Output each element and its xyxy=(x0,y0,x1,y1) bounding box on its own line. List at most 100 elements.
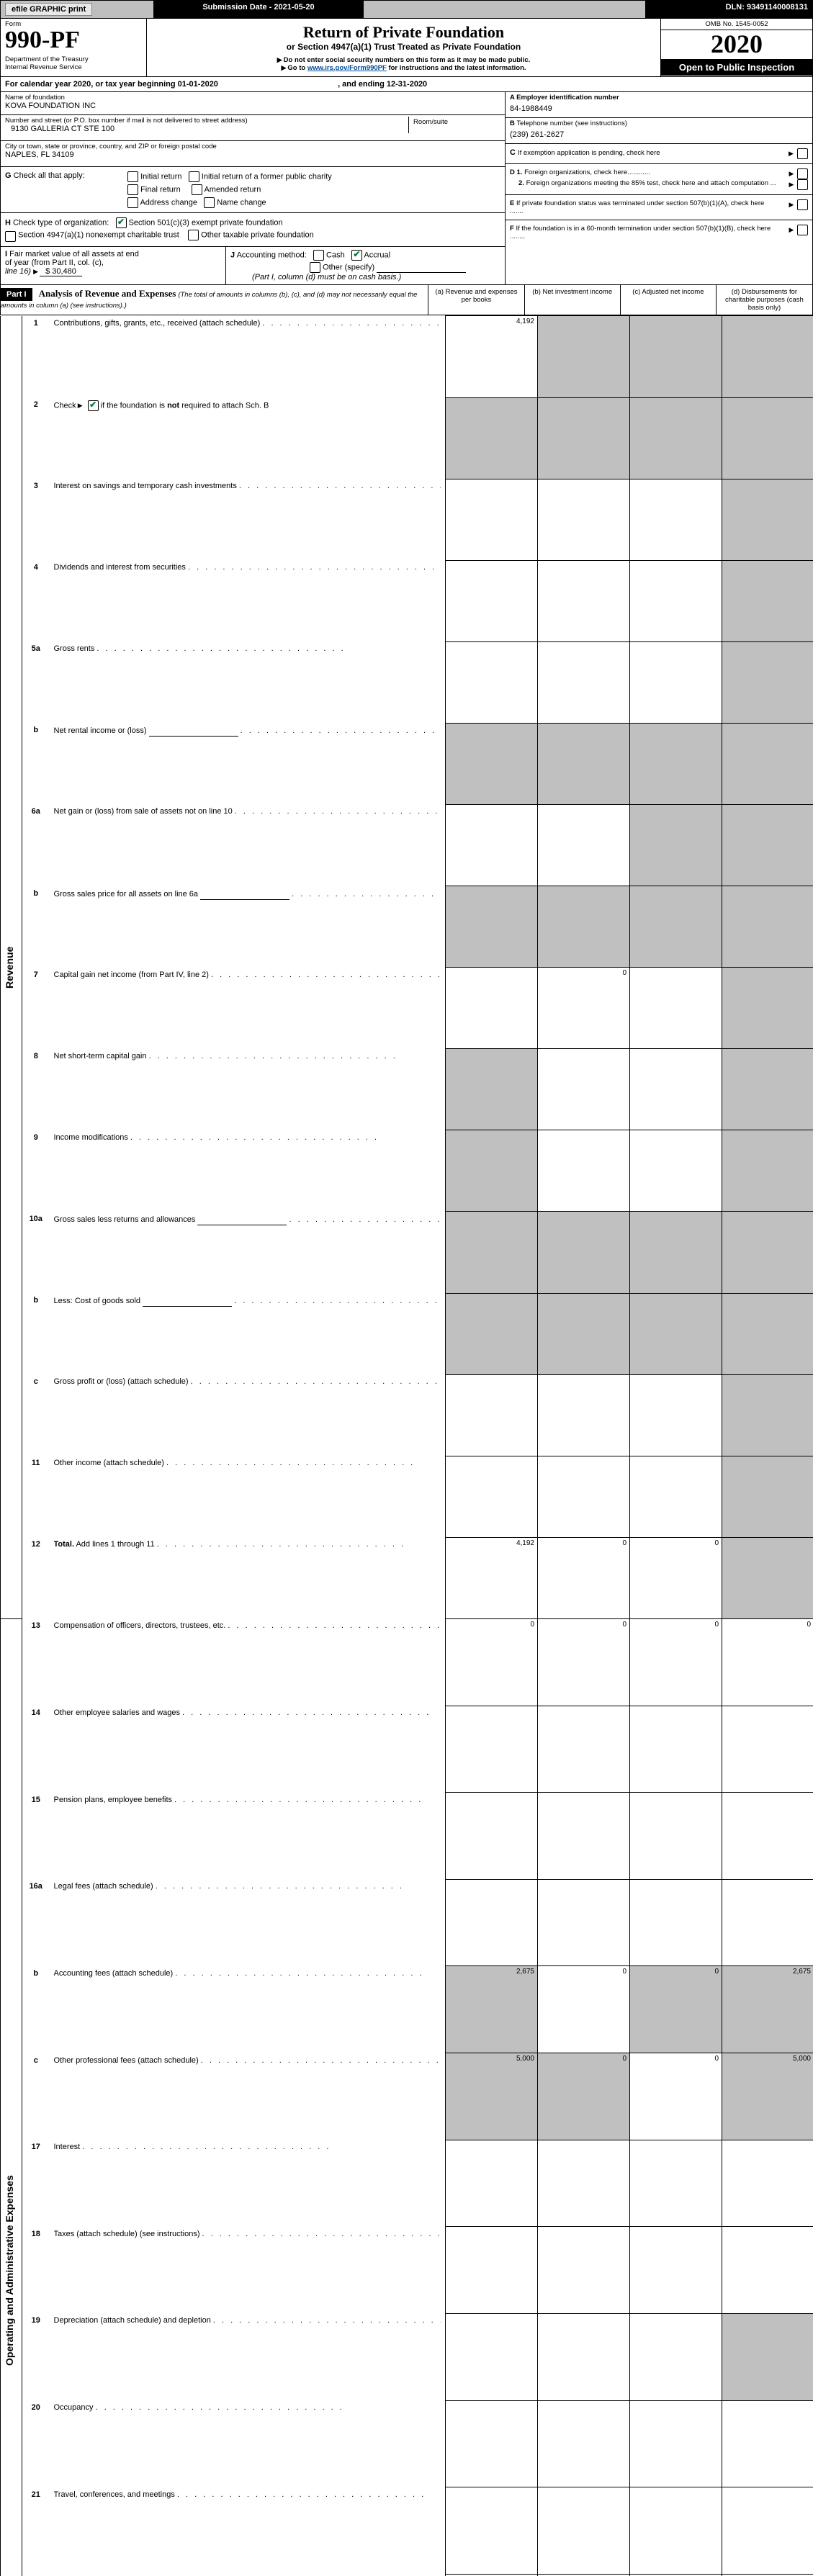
room-label: Room/suite xyxy=(409,117,501,133)
checkbox-4947a1[interactable] xyxy=(5,231,16,242)
checkbox-507b1a[interactable] xyxy=(797,199,808,210)
tax-year: 2020 xyxy=(661,30,812,59)
goto-link[interactable]: www.irs.gov/Form990PF xyxy=(307,64,387,72)
submission-date: Submission Date - 2021-05-20 xyxy=(153,1,364,19)
line-number: b xyxy=(22,723,50,804)
line-number: 21 xyxy=(22,2487,50,2575)
cell-c xyxy=(630,479,722,560)
cell-a xyxy=(446,2140,538,2227)
line-text: Other employee salaries and wages xyxy=(50,1706,446,1793)
cell-b xyxy=(538,1374,630,1456)
line-text: Net gain or (loss) from sale of assets n… xyxy=(50,804,446,886)
cell-a xyxy=(446,2574,538,2576)
cell-c xyxy=(630,804,722,886)
cell-a xyxy=(446,723,538,804)
omb: OMB No. 1545-0052 xyxy=(661,19,812,30)
inline-input[interactable] xyxy=(149,726,238,737)
cell-d xyxy=(722,641,813,723)
line-number: c xyxy=(22,2053,50,2140)
line-text: Less: Cost of goods sold xyxy=(50,1293,446,1374)
cell-b xyxy=(538,2227,630,2314)
table-row: Revenue1Contributions, gifts, grants, et… xyxy=(1,316,813,397)
line-number: 9 xyxy=(22,1130,50,1212)
part1-title: Analysis of Revenue and Expenses xyxy=(35,288,176,299)
cell-c xyxy=(630,2313,722,2400)
col-c: (c) Adjusted net income xyxy=(620,285,716,315)
checkbox-foreign-85[interactable] xyxy=(797,179,808,190)
cell-c xyxy=(630,886,722,968)
cell-b xyxy=(538,641,630,723)
cell-d xyxy=(722,1049,813,1130)
checkbox-sch-b[interactable] xyxy=(88,400,99,411)
line-text: Legal fees (attach schedule) xyxy=(50,1879,446,1966)
line-text: Printing and publications xyxy=(50,2574,446,2576)
checkbox-final-return[interactable] xyxy=(127,184,138,195)
cell-a xyxy=(446,1049,538,1130)
cell-b xyxy=(538,2574,630,2576)
section-g: G Check all that apply: Initial return I… xyxy=(5,171,500,208)
line-number: b xyxy=(22,886,50,968)
section-j: J Accounting method: Cash Accrual Other … xyxy=(226,247,506,284)
cell-c xyxy=(630,1293,722,1374)
line-number: b xyxy=(22,1966,50,2053)
checkbox-name-change[interactable] xyxy=(204,197,215,208)
cell-a: 4,192 xyxy=(446,316,538,397)
name-label: Name of foundation xyxy=(5,94,500,102)
cell-b: 0 xyxy=(538,1537,630,1618)
line-text: Other professional fees (attach schedule… xyxy=(50,2053,446,2140)
city-label: City or town, state or province, country… xyxy=(5,143,500,150)
table-row: 11Other income (attach schedule) xyxy=(1,1456,813,1537)
cell-a xyxy=(446,479,538,560)
checkbox-other-taxable[interactable] xyxy=(188,230,199,240)
line-number: 16a xyxy=(22,1879,50,1966)
line-number: 18 xyxy=(22,2227,50,2314)
cell-c xyxy=(630,968,722,1049)
cell-c xyxy=(630,397,722,479)
checkbox-foreign-org[interactable] xyxy=(797,168,808,179)
checkbox-cash[interactable] xyxy=(313,250,324,261)
line-number: 2 xyxy=(22,397,50,479)
cell-b xyxy=(538,1130,630,1212)
cell-d xyxy=(722,804,813,886)
line-text: Depreciation (attach schedule) and deple… xyxy=(50,2313,446,2400)
form-subtitle: or Section 4947(a)(1) Trust Treated as P… xyxy=(154,42,653,52)
inline-input[interactable] xyxy=(197,1215,287,1225)
cell-c xyxy=(630,2400,722,2487)
table-row: 19Depreciation (attach schedule) and dep… xyxy=(1,2313,813,2400)
irs: Internal Revenue Service xyxy=(5,63,142,71)
cell-b xyxy=(538,2140,630,2227)
line-number: c xyxy=(22,1374,50,1456)
table-row: 9Income modifications xyxy=(1,1130,813,1212)
checkbox-other-method[interactable] xyxy=(310,262,320,273)
top-bar: efile GRAPHIC print Submission Date - 20… xyxy=(0,0,813,19)
city-state-zip: NAPLES, FL 34109 xyxy=(5,150,500,159)
cell-d xyxy=(722,1793,813,1880)
cell-c xyxy=(630,1049,722,1130)
table-row: 14Other employee salaries and wages xyxy=(1,1706,813,1793)
line-number: 20 xyxy=(22,2400,50,2487)
checkbox-initial-return-former[interactable] xyxy=(189,171,199,182)
line-number: 6a xyxy=(22,804,50,886)
inline-input[interactable] xyxy=(200,889,289,900)
cell-c xyxy=(630,1212,722,1293)
form-title: Return of Private Foundation xyxy=(154,23,653,42)
part1-label: Part I xyxy=(1,288,32,301)
checkbox-initial-return[interactable] xyxy=(127,171,138,182)
cell-c xyxy=(630,2227,722,2314)
checkbox-address-change[interactable] xyxy=(127,197,138,208)
checkbox-507b1b[interactable] xyxy=(797,225,808,235)
inline-input[interactable] xyxy=(143,1296,232,1307)
line-text: Net rental income or (loss) xyxy=(50,723,446,804)
cell-a xyxy=(446,397,538,479)
checkbox-accrual[interactable] xyxy=(351,250,362,261)
cell-b xyxy=(538,560,630,641)
checkbox-501c3[interactable] xyxy=(116,217,127,228)
table-row: 6aNet gain or (loss) from sale of assets… xyxy=(1,804,813,886)
checkbox-amended-return[interactable] xyxy=(192,184,202,195)
cell-c xyxy=(630,641,722,723)
other-method-input[interactable] xyxy=(377,262,466,273)
cell-a xyxy=(446,641,538,723)
cell-c: 0 xyxy=(630,1966,722,2053)
table-row: bLess: Cost of goods sold xyxy=(1,1293,813,1374)
checkbox-exemption-pending[interactable] xyxy=(797,148,808,159)
